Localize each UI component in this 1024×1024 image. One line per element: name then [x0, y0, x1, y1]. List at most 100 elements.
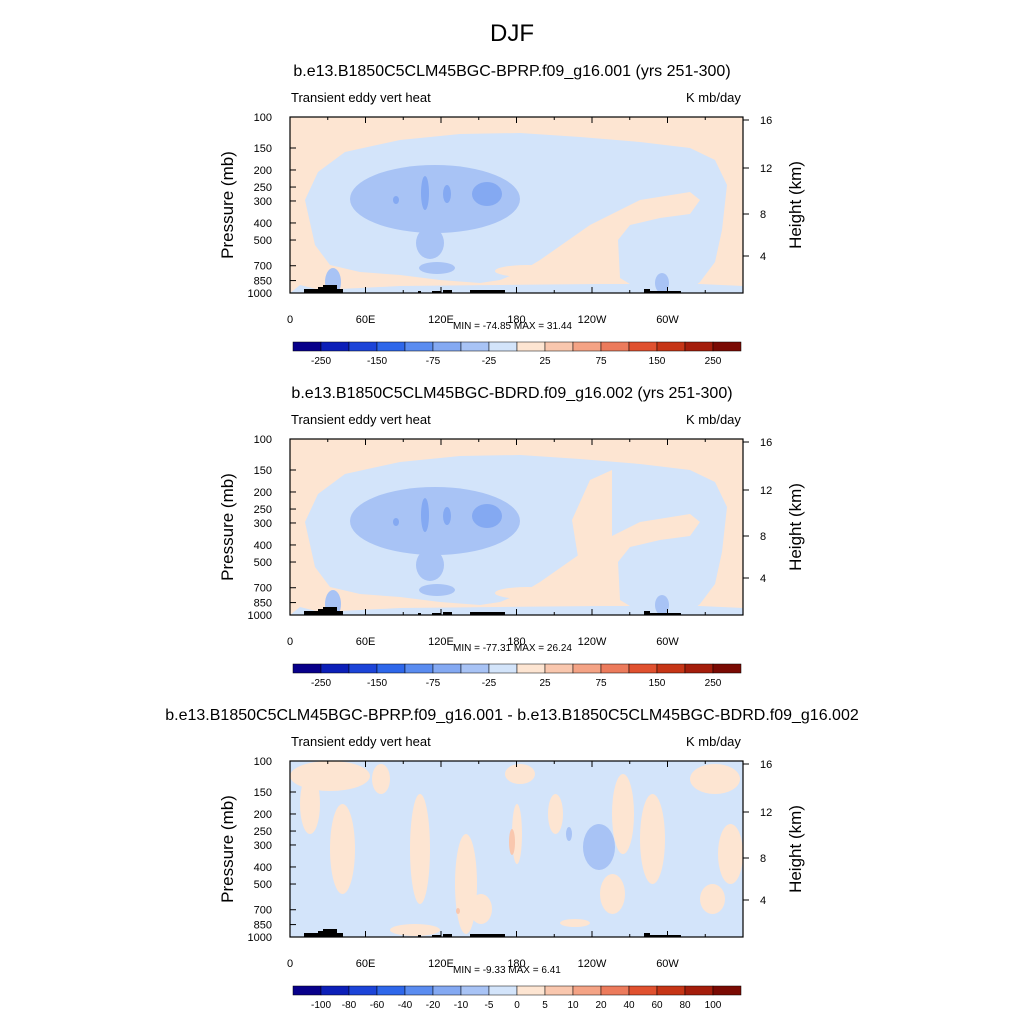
terrain-mask [304, 933, 322, 937]
terrain-mask [304, 289, 322, 293]
variable-label: Transient eddy vert heat [291, 90, 431, 105]
y-tick-label: 850 [254, 598, 272, 610]
contour-fill-positive [690, 764, 740, 794]
colorbar-swatch [376, 985, 406, 996]
y-tick-label: 1000 [248, 610, 272, 622]
terrain-mask [644, 289, 650, 293]
terrain-mask [432, 291, 441, 293]
min-max-stats: MIN = -74.85 MAX = 31.44 [453, 321, 572, 332]
contour-fill-positive [410, 794, 430, 904]
terrain-mask [644, 611, 650, 615]
terrain-mask [418, 291, 421, 293]
y-tick-label: 150 [254, 465, 272, 477]
contour-fill-positive [548, 794, 563, 834]
terrain-mask [650, 613, 681, 615]
terrain-mask [443, 290, 452, 293]
terrain-mask [323, 285, 337, 293]
colorbar-label: 250 [705, 356, 722, 367]
terrain-mask [432, 613, 441, 615]
contour-fill-positive [470, 894, 492, 924]
terrain-mask [432, 935, 441, 937]
x-tick-label: 120E [428, 314, 454, 326]
colorbar-swatch [348, 985, 378, 996]
y-tick-label: 100 [254, 756, 272, 768]
contour-fill-negative [443, 185, 451, 203]
y-tick-label: 700 [254, 583, 272, 595]
colorbar-label: 100 [705, 1000, 722, 1011]
contour-fill-positive [572, 470, 612, 600]
colorbar-swatch [600, 985, 630, 996]
colorbar-label: 150 [649, 356, 666, 367]
y-right-tick-label: 8 [760, 531, 766, 543]
y-right-tick-label: 4 [760, 251, 766, 263]
contour-fill-positive [505, 764, 535, 784]
colorbar-label: -60 [370, 1000, 385, 1011]
contour-fill-negative [416, 227, 444, 259]
x-tick-label: 180 [507, 314, 525, 326]
contour-fill-negative [393, 196, 399, 204]
contour-fill-negative [472, 182, 502, 206]
terrain-mask [323, 929, 337, 937]
min-max-stats: MIN = -77.31 MAX = 26.24 [453, 643, 572, 654]
colorbar-label: -150 [367, 356, 387, 367]
terrain-mask [470, 290, 505, 293]
terrain-mask [443, 612, 452, 615]
contour-fill-positive [300, 774, 320, 834]
x-tick-label: 60W [656, 958, 679, 970]
y-axis-label: Pressure (mb) [218, 473, 237, 581]
terrain-mask [644, 933, 650, 937]
contour-fill-negative [393, 518, 399, 526]
variable-label: Transient eddy vert heat [291, 412, 431, 427]
y-tick-label: 200 [254, 165, 272, 177]
y-tick-label: 700 [254, 905, 272, 917]
contour-fill-positive [456, 908, 460, 914]
y-tick-label: 300 [254, 518, 272, 530]
colorbar-label: -80 [342, 1000, 357, 1011]
x-tick-label: 120W [578, 636, 607, 648]
colorbar-label: -250 [311, 356, 331, 367]
contour-fill-negative [443, 507, 451, 525]
terrain-mask [470, 612, 505, 615]
x-tick-label: 120E [428, 636, 454, 648]
panel-3: b.e13.B1850C5CLM45BGC-BPRP.f09_g16.001 -… [0, 644, 1024, 1011]
colorbar-swatch [488, 985, 518, 996]
y-tick-label: 100 [254, 112, 272, 124]
contour-fill-positive [330, 804, 355, 894]
x-tick-label: 60W [656, 314, 679, 326]
colorbar-swatch [712, 985, 742, 996]
contour-fill-positive [612, 774, 634, 854]
panel-2: b.e13.B1850C5CLM45BGC-BDRD.f09_g16.002 (… [0, 322, 1024, 689]
colorbar-label: -250 [311, 678, 331, 689]
colorbar-label: 250 [705, 678, 722, 689]
contour-fill-negative [416, 549, 444, 581]
y-tick-label: 1000 [248, 932, 272, 944]
units-label: K mb/day [686, 90, 741, 105]
page-title: DJF [490, 20, 534, 47]
y-tick-label: 500 [254, 235, 272, 247]
y-right-tick-label: 16 [760, 759, 772, 771]
x-tick-label: 60E [356, 636, 376, 648]
colorbar-swatch [712, 663, 742, 674]
y-right-tick-label: 4 [760, 895, 766, 907]
colorbar-swatch [516, 985, 546, 996]
y-tick-label: 850 [254, 920, 272, 932]
colorbar-label: 75 [595, 678, 607, 689]
x-tick-label: 0 [287, 314, 293, 326]
x-tick-label: 180 [507, 636, 525, 648]
y-right-tick-label: 12 [760, 485, 772, 497]
colorbar-label: 75 [595, 356, 607, 367]
colorbar-swatch [712, 341, 742, 352]
y-right-tick-label: 12 [760, 163, 772, 175]
terrain-mask [335, 933, 343, 937]
x-tick-label: 120E [428, 958, 454, 970]
terrain-mask [650, 291, 681, 293]
colorbar-label: -75 [426, 678, 441, 689]
colorbar-label: 10 [567, 1000, 579, 1011]
y-tick-label: 200 [254, 487, 272, 499]
colorbar-swatch [684, 985, 714, 996]
contour-fill-positive [495, 587, 559, 599]
colorbar-swatch [544, 985, 574, 996]
terrain-mask [335, 611, 343, 615]
colorbar-swatch [572, 985, 602, 996]
y-tick-label: 850 [254, 276, 272, 288]
